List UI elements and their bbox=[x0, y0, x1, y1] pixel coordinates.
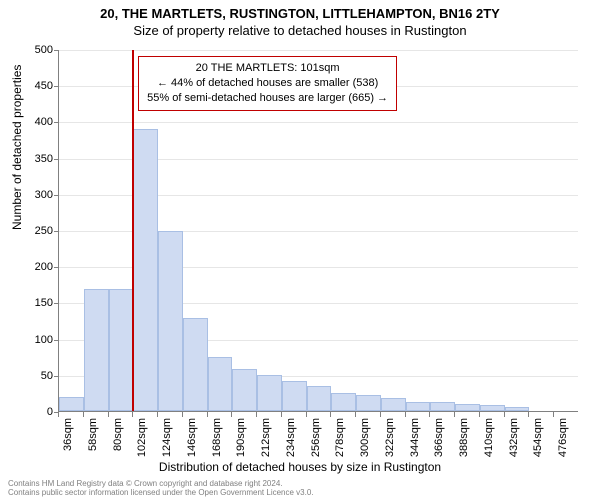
page-title-line1: 20, THE MARTLETS, RUSTINGTON, LITTLEHAMP… bbox=[0, 0, 600, 21]
xtick-label: 168sqm bbox=[211, 418, 223, 457]
ytick-label: 300 bbox=[23, 189, 53, 201]
xtick-label: 190sqm bbox=[235, 418, 247, 457]
xtick-mark bbox=[380, 412, 381, 417]
xtick-mark bbox=[58, 412, 59, 417]
ytick-mark bbox=[54, 195, 59, 196]
histogram-bar bbox=[84, 289, 109, 411]
plot-area: 20 THE MARTLETS: 101sqm← 44% of detached… bbox=[58, 50, 578, 412]
ytick-mark bbox=[54, 376, 59, 377]
xtick-label: 234sqm bbox=[285, 418, 297, 457]
histogram-bar bbox=[455, 404, 480, 411]
xtick-label: 102sqm bbox=[136, 418, 148, 457]
xtick-label: 146sqm bbox=[186, 418, 198, 457]
xtick-mark bbox=[157, 412, 158, 417]
xtick-label: 476sqm bbox=[557, 418, 569, 457]
histogram-bar bbox=[282, 381, 307, 411]
histogram-bar bbox=[430, 402, 455, 411]
xtick-mark bbox=[355, 412, 356, 417]
ytick-label: 0 bbox=[23, 406, 53, 418]
xtick-mark bbox=[83, 412, 84, 417]
histogram-bar bbox=[381, 398, 406, 411]
gridline bbox=[59, 122, 578, 123]
xtick-mark bbox=[553, 412, 554, 417]
ytick-label: 400 bbox=[23, 116, 53, 128]
annotation-line2: ← 44% of detached houses are smaller (53… bbox=[147, 76, 388, 91]
histogram-bar bbox=[257, 375, 282, 411]
xtick-label: 410sqm bbox=[483, 418, 495, 457]
ytick-mark bbox=[54, 303, 59, 304]
xtick-label: 454sqm bbox=[532, 418, 544, 457]
xtick-label: 432sqm bbox=[508, 418, 520, 457]
xtick-mark bbox=[256, 412, 257, 417]
xtick-label: 278sqm bbox=[334, 418, 346, 457]
ytick-mark bbox=[54, 122, 59, 123]
x-axis-label: Distribution of detached houses by size … bbox=[0, 460, 600, 474]
xtick-mark bbox=[454, 412, 455, 417]
histogram-bar bbox=[109, 289, 134, 411]
ytick-label: 100 bbox=[23, 334, 53, 346]
footer-attribution: Contains HM Land Registry data © Crown c… bbox=[8, 479, 314, 498]
xtick-label: 300sqm bbox=[359, 418, 371, 457]
annotation-line1: 20 THE MARTLETS: 101sqm bbox=[147, 61, 388, 76]
histogram-bar bbox=[59, 397, 84, 411]
ytick-mark bbox=[54, 267, 59, 268]
histogram-bar bbox=[232, 369, 257, 411]
histogram-bar bbox=[307, 386, 332, 411]
histogram-bar bbox=[480, 405, 505, 411]
xtick-label: 344sqm bbox=[409, 418, 421, 457]
xtick-mark bbox=[207, 412, 208, 417]
xtick-label: 212sqm bbox=[260, 418, 272, 457]
xtick-mark bbox=[479, 412, 480, 417]
ytick-mark bbox=[54, 86, 59, 87]
ytick-label: 50 bbox=[23, 370, 53, 382]
histogram-bar bbox=[133, 129, 158, 411]
xtick-label: 366sqm bbox=[433, 418, 445, 457]
ytick-label: 200 bbox=[23, 261, 53, 273]
xtick-mark bbox=[306, 412, 307, 417]
annotation-box: 20 THE MARTLETS: 101sqm← 44% of detached… bbox=[138, 56, 397, 111]
xtick-mark bbox=[182, 412, 183, 417]
xtick-mark bbox=[504, 412, 505, 417]
ytick-label: 150 bbox=[23, 297, 53, 309]
chart-area: 20 THE MARTLETS: 101sqm← 44% of detached… bbox=[58, 50, 578, 412]
histogram-bar bbox=[406, 402, 431, 411]
histogram-bar bbox=[331, 393, 356, 411]
xtick-mark bbox=[231, 412, 232, 417]
ytick-label: 350 bbox=[23, 153, 53, 165]
ytick-label: 500 bbox=[23, 44, 53, 56]
xtick-mark bbox=[429, 412, 430, 417]
histogram-bar bbox=[183, 318, 208, 411]
xtick-mark bbox=[405, 412, 406, 417]
marker-line bbox=[132, 50, 134, 411]
xtick-label: 36sqm bbox=[62, 418, 74, 451]
histogram-bar bbox=[158, 231, 183, 411]
y-axis-label: Number of detached properties bbox=[10, 65, 24, 230]
xtick-mark bbox=[330, 412, 331, 417]
ytick-mark bbox=[54, 340, 59, 341]
xtick-label: 80sqm bbox=[112, 418, 124, 451]
xtick-label: 322sqm bbox=[384, 418, 396, 457]
xtick-mark bbox=[281, 412, 282, 417]
ytick-label: 450 bbox=[23, 80, 53, 92]
ytick-mark bbox=[54, 50, 59, 51]
gridline bbox=[59, 50, 578, 51]
annotation-line3: 55% of semi-detached houses are larger (… bbox=[147, 91, 388, 106]
histogram-bar bbox=[208, 357, 233, 411]
xtick-label: 58sqm bbox=[87, 418, 99, 451]
xtick-mark bbox=[132, 412, 133, 417]
footer-line1: Contains HM Land Registry data © Crown c… bbox=[8, 479, 314, 489]
histogram-bar bbox=[356, 395, 381, 411]
xtick-mark bbox=[528, 412, 529, 417]
xtick-mark bbox=[108, 412, 109, 417]
histogram-bar bbox=[505, 407, 530, 411]
ytick-label: 250 bbox=[23, 225, 53, 237]
ytick-mark bbox=[54, 159, 59, 160]
xtick-label: 256sqm bbox=[310, 418, 322, 457]
page-title-line2: Size of property relative to detached ho… bbox=[0, 21, 600, 38]
xtick-label: 124sqm bbox=[161, 418, 173, 457]
footer-line2: Contains public sector information licen… bbox=[8, 488, 314, 498]
xtick-label: 388sqm bbox=[458, 418, 470, 457]
ytick-mark bbox=[54, 231, 59, 232]
